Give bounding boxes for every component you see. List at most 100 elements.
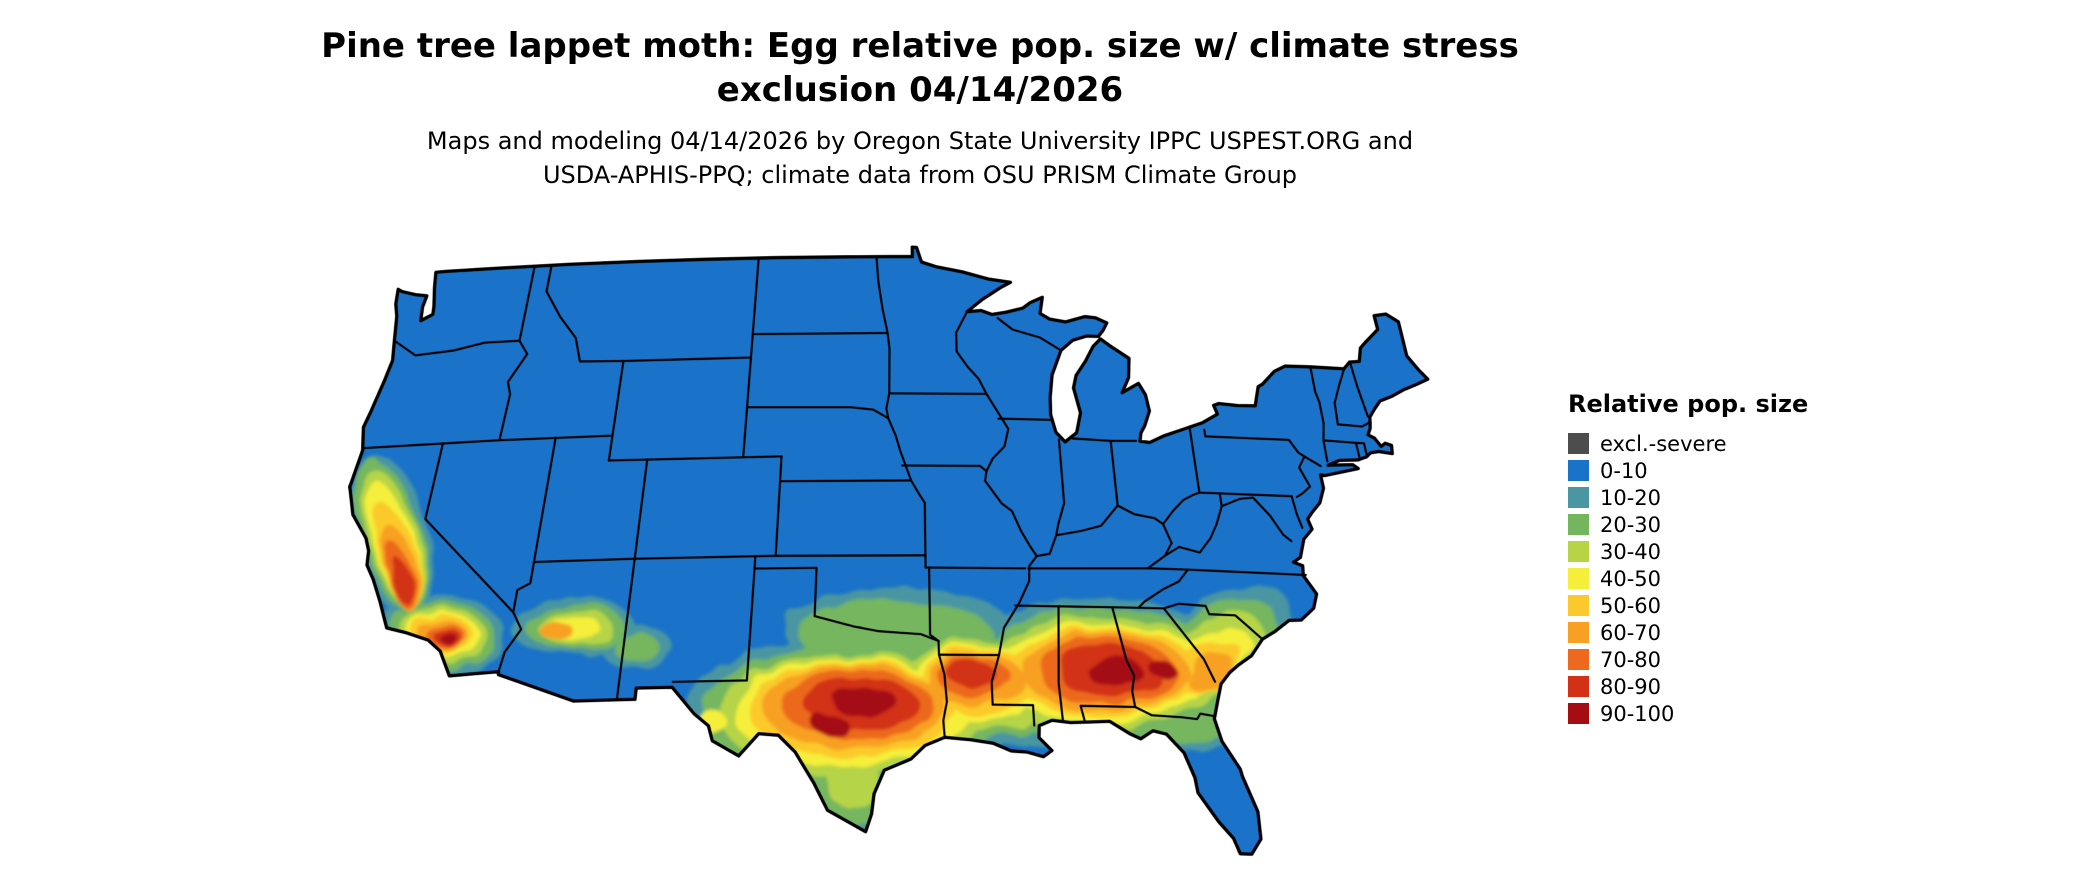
legend-item: 80-90 (1568, 673, 1808, 700)
legend-swatch (1568, 568, 1589, 589)
state-border-line (615, 557, 636, 701)
state-border-line (1027, 567, 1307, 577)
chart-subtitle-line1: Maps and modeling 04/14/2026 by Oregon S… (426, 127, 1414, 155)
legend-title: Relative pop. size (1568, 390, 1809, 418)
state-border-line (532, 554, 927, 564)
legend-item: 60-70 (1568, 619, 1808, 646)
us-map (270, 216, 1510, 886)
legend-item-label: 90-100 (1600, 701, 1675, 726)
heat-blob (825, 754, 884, 809)
legend-item: 0-10 (1568, 457, 1808, 484)
legend-swatch (1568, 541, 1589, 562)
legend-swatch (1568, 703, 1589, 724)
heat-blob (948, 661, 996, 689)
legend-swatch (1568, 514, 1589, 535)
state-border-line (498, 339, 529, 442)
chart-subtitle: Maps and modeling 04/14/2026 by Oregon S… (0, 124, 1840, 192)
state-border-line (1348, 360, 1369, 418)
state-border-line (983, 392, 1038, 558)
state-border-line (1290, 495, 1304, 529)
legend-item-label: 60-70 (1600, 620, 1662, 645)
legend-swatch (1568, 460, 1589, 481)
us-outline (348, 245, 1430, 856)
legend-swatch (1568, 649, 1589, 670)
state-border-line (1071, 437, 1138, 442)
legend-item-label: 80-90 (1600, 674, 1662, 699)
state-border-line (532, 436, 557, 564)
state-border-line (955, 310, 988, 395)
state-border-line (774, 455, 783, 557)
legend: Relative pop. size excl.-severe 0-10 10-20… (1568, 390, 1808, 727)
legend-item: 90-100 (1568, 700, 1808, 727)
state-border-line (1137, 568, 1189, 609)
state-border-line (1309, 365, 1329, 463)
state-border-line (1198, 491, 1293, 498)
heat-blob (613, 632, 661, 663)
legend-item: 70-80 (1568, 646, 1808, 673)
chart-title: Pine tree lappet moth: Egg relative pop.… (0, 24, 1840, 112)
heat-clip (349, 452, 1293, 839)
state-border-line (813, 615, 940, 643)
state-border-line (1203, 428, 1306, 458)
state-border-line (875, 255, 889, 335)
state-border-line (512, 560, 536, 614)
state-border-line (1333, 367, 1346, 426)
legend-item-label: 0-10 (1600, 458, 1648, 483)
legend-item-label: 70-80 (1600, 647, 1662, 672)
state-border-line (742, 256, 760, 459)
state-border-line (754, 566, 818, 570)
legend-item: 40-50 (1568, 565, 1808, 592)
state-border-line (671, 554, 757, 683)
state-border-line (900, 464, 988, 473)
state-border-line (1163, 505, 1223, 557)
state-border-line (997, 417, 1054, 421)
state-border-line (996, 316, 1063, 352)
state-border-line (1109, 439, 1119, 507)
state-border-line (607, 455, 783, 462)
state-border-line (607, 359, 625, 462)
state-border-line (923, 501, 927, 569)
state-border-line (751, 331, 889, 336)
state-border-line (362, 434, 614, 450)
chart-subtitle-line2: USDA-APHIS-PPQ; climate data from OSU PR… (542, 161, 1298, 189)
state-border-line (1162, 602, 1264, 641)
legend-item-label: excl.-severe (1600, 431, 1727, 456)
heat-blob (390, 556, 412, 605)
state-border-line (518, 265, 536, 342)
state-border-line (745, 406, 890, 420)
state-border-line (1137, 606, 1165, 610)
state-borders (362, 255, 1370, 739)
state-border-line (1295, 455, 1312, 499)
state-border-line (991, 703, 1036, 727)
state-border-line (779, 479, 913, 483)
state-border-line (1354, 441, 1361, 460)
state-border-line (1303, 455, 1322, 468)
state-border-line (633, 458, 649, 560)
heat-blob (1147, 660, 1174, 676)
state-border-line (813, 566, 818, 618)
chart-title-line2: exclusion 04/14/2026 (716, 70, 1124, 110)
legend-item: excl.-severe (1568, 430, 1808, 457)
legend-item-label: 40-50 (1600, 566, 1662, 591)
state-border-line (937, 639, 948, 739)
heat-blob (814, 716, 850, 737)
state-border-line (393, 339, 521, 357)
heat-blob (441, 634, 459, 646)
state-border-line (1014, 604, 1140, 609)
legend-item: 50-60 (1568, 592, 1808, 619)
legend-items: excl.-severe 0-10 10-20 20-30 30-40 40-50 50-6… (1568, 430, 1808, 727)
state-border-line (1111, 606, 1137, 709)
heat-layer (349, 452, 1293, 839)
state-border-line (545, 264, 625, 363)
state-border-line (1134, 705, 1214, 721)
state-border-line (1336, 421, 1370, 428)
chart-title-line1: Pine tree lappet moth: Egg relative pop.… (321, 26, 1519, 66)
legend-swatch (1568, 622, 1589, 643)
legend-swatch (1568, 676, 1589, 697)
state-border-line (928, 566, 940, 643)
legend-swatch (1568, 487, 1589, 508)
state-border-line (1162, 607, 1217, 683)
state-border-line (622, 356, 753, 363)
state-border-line (1362, 442, 1368, 457)
